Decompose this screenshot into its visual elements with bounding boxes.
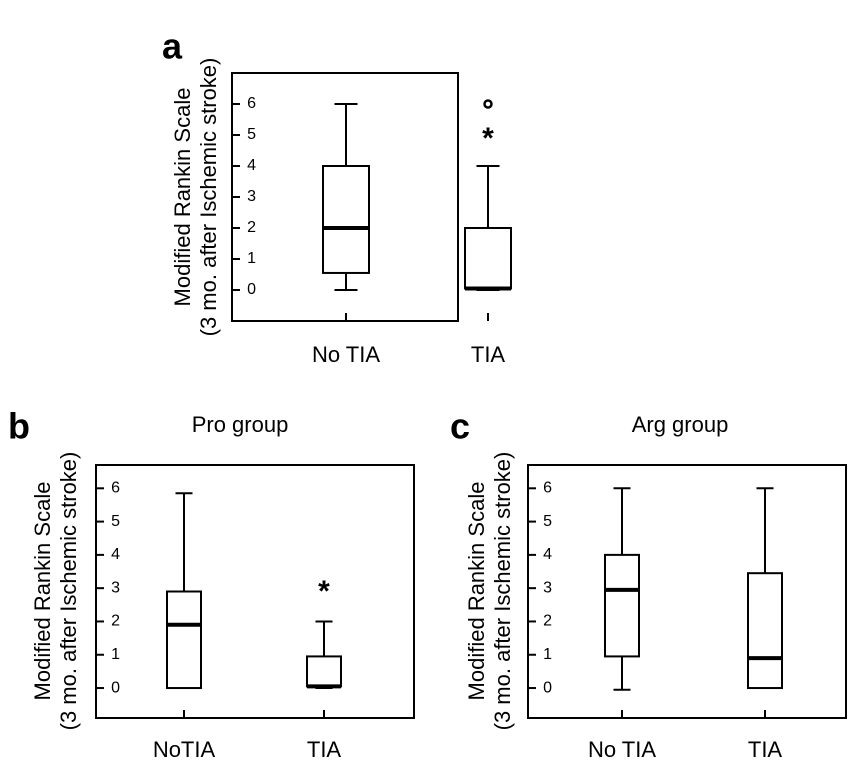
panel-b-ytick-label: 4 (111, 546, 120, 563)
panel-a-box-2-outlier-marker (483, 99, 493, 109)
panel-a-letter: a (162, 25, 183, 66)
panel-a-ylabel-line-2: (3 mo. after Ischemic stroke) (196, 58, 221, 337)
panel-c-box-1-iqr-rect (604, 553, 640, 658)
panel-a-ytick-label: 4 (247, 157, 256, 174)
panel-a-box-2-iqr-rect (464, 227, 512, 290)
panel-a-ytick-label: 5 (247, 126, 256, 143)
panel-c-ytick-label: 5 (543, 513, 552, 530)
panel-a-ytick-label: 2 (247, 219, 256, 236)
panel-c-title: Arg group (632, 412, 729, 437)
panel-c-ylabel-line-2: (3 mo. after Ischemic stroke) (490, 452, 515, 731)
panel-b-ytick-label: 5 (111, 513, 120, 530)
panel-a-ylabel-line-1: Modified Rankin Scale (170, 88, 195, 307)
panel-b-ylabel-line-2: (3 mo. after Ischemic stroke) (56, 452, 81, 731)
panel-c-category-label: No TIA (588, 737, 656, 762)
panel-a-ytick-label: 0 (247, 281, 256, 298)
panel-b-box-2-iqr-rect (306, 655, 342, 688)
panel-b-box-1-iqr-rect (166, 590, 202, 690)
panel-a-ytick-label: 1 (247, 250, 256, 267)
panel-b-box-2-extreme-marker: * (318, 575, 330, 608)
panel-a-ytick-label: 3 (247, 188, 256, 205)
panel-c-ytick-label: 4 (543, 546, 552, 563)
panel-b-ytick-label: 6 (111, 480, 120, 497)
panel-b-ytick-label: 0 (111, 679, 120, 696)
panel-c-ytick-label: 1 (543, 646, 552, 663)
panel-c-box-2-iqr-rect (747, 572, 783, 690)
panel-c-ytick-label: 2 (543, 613, 552, 630)
panel-b-ytick-label: 1 (111, 646, 120, 663)
panel-c-ytick-label: 6 (543, 480, 552, 497)
panel-a-box-2-extreme-marker: * (482, 122, 494, 155)
panel-b-letter: b (8, 405, 30, 446)
panel-a-ytick-label: 6 (247, 95, 256, 112)
panel-b-ytick-label: 2 (111, 613, 120, 630)
panel-c-ylabel-line-1: Modified Rankin Scale (464, 482, 489, 701)
panel-b-ylabel-line-1: Modified Rankin Scale (30, 482, 55, 701)
panel-b-category-label: NoTIA (153, 737, 216, 762)
panel-b-ytick-label: 3 (111, 579, 120, 596)
panel-c-category-label: TIA (748, 737, 783, 762)
panel-a-category-label: No TIA (312, 342, 380, 367)
panel-b-category-label: TIA (307, 737, 342, 762)
panel-b-plot-frame (95, 464, 415, 719)
panel-c-plot-frame (527, 464, 847, 719)
panel-a-category-label: TIA (471, 342, 506, 367)
panel-a-box-1-iqr-rect (322, 165, 370, 274)
panel-c-ytick-label: 0 (543, 679, 552, 696)
panel-b-title: Pro group (192, 412, 289, 437)
panel-c-ytick-label: 3 (543, 579, 552, 596)
panel-c-letter: c (450, 405, 470, 446)
